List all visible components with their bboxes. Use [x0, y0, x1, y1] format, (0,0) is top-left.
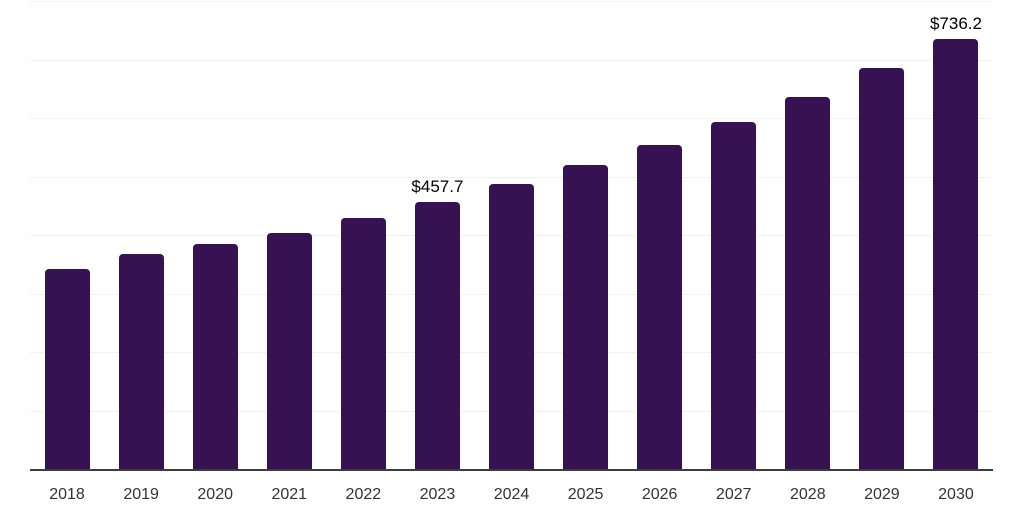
x-tick-label-2023: 2023	[419, 486, 456, 503]
value-label-2023: $457.7	[411, 177, 464, 197]
bar-2026	[637, 144, 683, 470]
x-tick-label-2019: 2019	[123, 486, 159, 503]
x-tick-label-2029: 2029	[864, 486, 900, 503]
x-axis-line	[30, 469, 993, 471]
bar-2018	[44, 269, 90, 470]
x-tick-label-2021: 2021	[271, 486, 308, 503]
bar-2028	[785, 96, 831, 470]
gridline-800	[30, 1, 993, 2]
bar-2030	[933, 39, 979, 470]
x-tick-label-2027: 2027	[715, 486, 752, 503]
gridline-500	[30, 176, 993, 178]
bar-2021	[266, 233, 312, 470]
x-tick-label-2022: 2022	[345, 486, 382, 503]
x-tick-label-2024: 2024	[493, 486, 530, 503]
bar-2020	[192, 244, 238, 470]
bar-2022	[340, 217, 386, 470]
x-tick-label-2030: 2030	[938, 486, 974, 503]
x-tick-label-2020: 2020	[197, 486, 233, 503]
plot-area: $457.7 $736.2	[30, 1, 993, 470]
x-tick-label-2018: 2018	[49, 486, 85, 503]
x-tick-label-2028: 2028	[790, 486, 826, 503]
bar-2029	[859, 68, 905, 470]
bar-2027	[711, 121, 757, 470]
x-tick-label-2026: 2026	[641, 486, 678, 503]
bar-2025	[563, 165, 609, 470]
x-axis-labels: 2018 2019 2020 2021 2022 2023 2024 2025 2026 2027…	[30, 484, 993, 506]
value-label-2030: $736.2	[929, 14, 982, 34]
x-tick-label-2025: 2025	[567, 486, 604, 503]
bar-2023	[414, 202, 460, 470]
bar-2019	[118, 254, 164, 470]
gridline-600	[30, 118, 993, 119]
gridline-700	[30, 59, 993, 61]
bar-2024	[489, 183, 534, 470]
